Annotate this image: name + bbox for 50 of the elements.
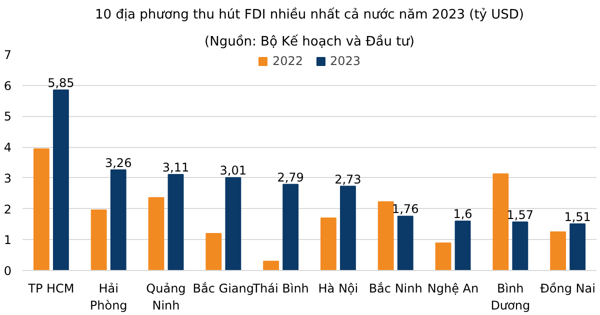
- bar: [90, 210, 107, 270]
- x-tick-label: Hải Phòng: [90, 282, 128, 312]
- chart-title: 10 địa phương thu hút FDI nhiều nhất cả nước năm 2023 (tỷ USD): [95, 6, 524, 22]
- y-tick-label: 6: [4, 78, 12, 93]
- data-label: 1,6: [453, 207, 472, 222]
- legend-label: 2022: [272, 54, 303, 68]
- y-tick-label: 5: [4, 110, 12, 124]
- bar: [282, 184, 299, 270]
- bar: [435, 242, 452, 270]
- bar: [206, 232, 222, 270]
- x-tick-label: Bắc Ninh: [368, 282, 422, 296]
- data-label: 3,01: [220, 164, 247, 178]
- data-label: 2,79: [277, 170, 304, 184]
- bar: [33, 148, 50, 270]
- x-tick-label: Thái Bình: [252, 282, 309, 296]
- data-label: 5,85: [48, 76, 74, 90]
- bar: [225, 177, 242, 270]
- x-tick-label: Hà Nội: [318, 282, 358, 296]
- y-tick-label: 0: [4, 264, 12, 278]
- bar: [320, 218, 336, 270]
- data-label: 1,51: [564, 210, 591, 224]
- y-tick-label: 3: [4, 171, 12, 186]
- x-tick-label: Nghệ An: [427, 282, 479, 296]
- bar: [110, 169, 126, 270]
- x-tick-label: Quảng Ninh: [146, 282, 186, 312]
- data-label: 2,73: [334, 172, 362, 186]
- bar: [550, 231, 566, 270]
- x-tick-label: Bắc Giang: [192, 282, 254, 296]
- y-tick-label: 2: [4, 202, 12, 216]
- data-label: 3,11: [162, 160, 190, 175]
- bar: [168, 174, 184, 270]
- y-tick-label: 7: [4, 48, 12, 62]
- bar: [340, 186, 356, 270]
- data-label: 3,26: [105, 156, 132, 170]
- chart-subtitle: (Nguồn: Bộ Kế hoạch và Đầu tư): [204, 34, 414, 50]
- x-tick-label: TP HCM: [27, 282, 74, 296]
- x-tick-label: Bình Dương: [490, 282, 530, 312]
- legend-label: 2023: [330, 54, 361, 68]
- bar: [492, 173, 509, 270]
- bar: [512, 222, 528, 270]
- y-tick-label: 1: [4, 233, 12, 248]
- y-tick-label: 4: [4, 140, 12, 155]
- bar: [148, 197, 164, 270]
- bar: [52, 89, 69, 270]
- bar: [378, 201, 394, 270]
- bar: [397, 216, 414, 270]
- bar: [263, 260, 280, 270]
- bar: [454, 220, 471, 270]
- bar: [570, 223, 586, 270]
- x-tick-label: Đồng Nai: [540, 282, 596, 296]
